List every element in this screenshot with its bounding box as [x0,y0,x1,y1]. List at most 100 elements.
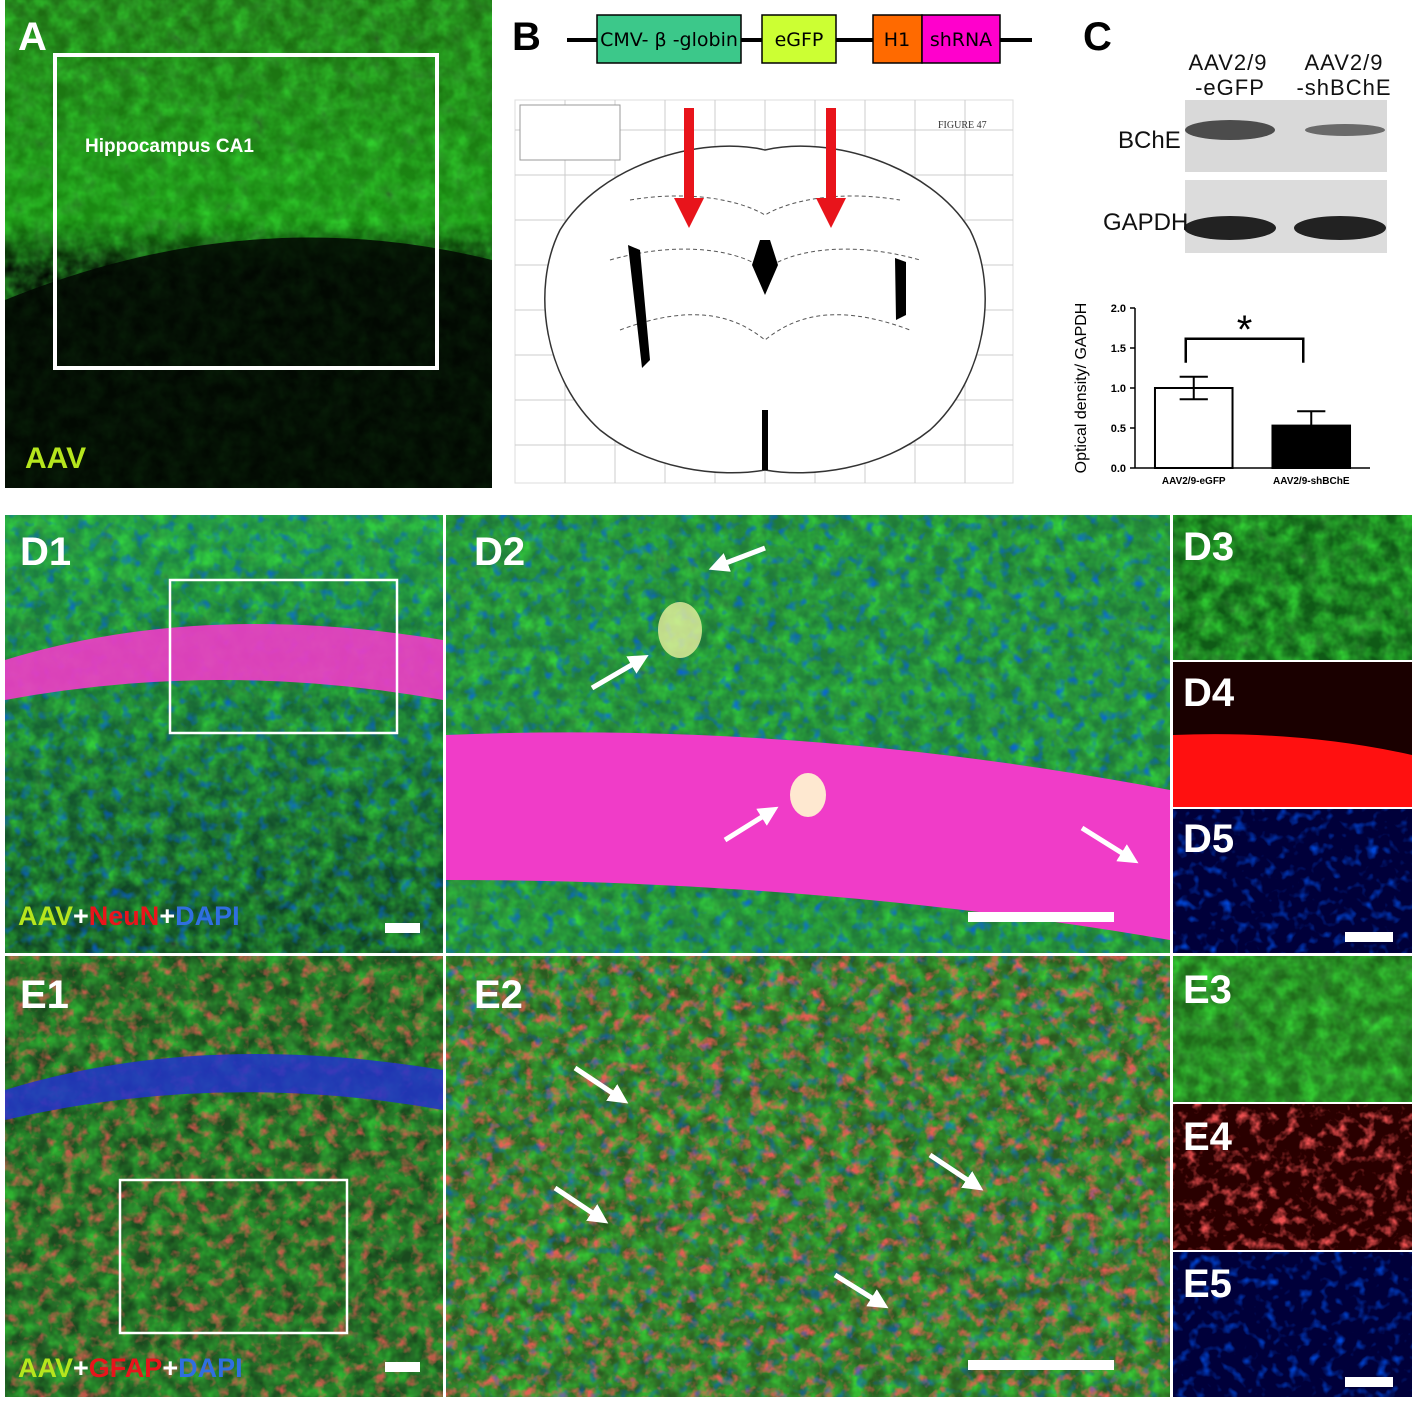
scale-bar [1345,1377,1393,1387]
y-axis-label: Optical density/ GAPDH [1073,303,1090,474]
panel-label: D2 [474,530,525,574]
panel-label: D4 [1183,671,1235,715]
blot-band [1294,216,1386,240]
significance-mark: * [1237,308,1253,352]
panel-e: E1 AAV+GFAP+DAPI E2 E3 E4 E5 [5,956,1412,1397]
nuclear-layer [5,1054,443,1120]
stain-part: DAPI [175,901,240,931]
micrograph-texture [446,956,1170,1397]
panel-label: E4 [1183,1115,1233,1159]
scale-bar [385,923,420,933]
scale-bar [968,912,1114,922]
inset-box [118,1178,349,1335]
region-label: Hippocampus CA1 [85,136,254,157]
construct-label: eGFP [775,29,824,51]
significance-bracket [1184,337,1305,363]
stain-label: AAV+GFAP+DAPI [18,1353,243,1383]
blot-band [1184,216,1276,240]
panel-a: A Hippocampus CA1 AAV [5,0,492,488]
stain-label: AAV [25,442,86,475]
stain-label: AAV+NeuN+DAPI [18,901,240,931]
micrograph-texture [1173,1252,1412,1397]
scale-bar [968,1360,1114,1370]
error-bar [1179,375,1208,401]
panel-c: C AAV2/9 -eGFP AAV2/9 -shBChE BChE GAPDH… [1073,15,1391,487]
atlas-title: FIGURE 47 [938,120,987,131]
dark-region [5,237,492,488]
construct-label: shRNA [930,29,992,51]
stain-part: NeuN [89,901,160,931]
blot-label: GAPDH [1103,209,1188,236]
atlas-structures [609,195,921,341]
micrograph-texture [1173,809,1412,953]
y-tick-label: 0.0 [1111,463,1126,475]
construct-box [921,14,1001,64]
lane-label: AAV2/9 [1305,50,1384,75]
construct-box [761,14,837,64]
micrograph-texture [1173,956,1412,1102]
inset-box [53,53,439,370]
scale-bar [1345,932,1393,942]
arrow [1080,825,1139,864]
construct-box [596,14,742,64]
atlas-thumbnail [519,104,621,161]
construct-box [872,14,923,64]
bar [1153,387,1234,469]
construct-label: H1 [884,29,910,51]
bar-chart: 0.0 0.5 1.0 1.5 2.0 Optical density/ GAPDH AAV… [1073,303,1370,487]
micrograph-texture [1173,1104,1412,1250]
ventricle [628,240,906,470]
neuron-layer [446,732,1170,940]
stain-part: + [159,901,175,931]
panel-b: B CMV- β -globin eGFP H1 shRNA FIGURE 47 [512,14,1032,484]
stain-part: AAV [18,1353,73,1383]
panel-label: D1 [20,530,71,574]
stain-part: DAPI [178,1353,243,1383]
atlas: FIGURE 47 [514,99,1014,484]
panel-label: D3 [1183,525,1234,569]
arrow [833,1272,889,1309]
lane-label: -shBChE [1296,75,1391,100]
panel-label: E5 [1183,1262,1232,1306]
construct-label: CMV- β -globin [600,29,738,51]
micrograph-texture [5,956,443,1397]
panel-label: E2 [474,973,523,1017]
stain-part: + [162,1353,178,1383]
arrow [553,1185,609,1224]
arrow [590,654,649,691]
y-tick-label: 0.5 [1111,423,1126,435]
stain-part: + [73,901,89,931]
y-tick-label: 2.0 [1111,303,1126,315]
y-tick-label: 1.5 [1111,343,1126,355]
arrow [573,1065,629,1104]
x-tick-label: AAV2/9-shBChE [1273,476,1350,487]
stain-part: AAV [18,901,73,931]
panel-label: E3 [1183,968,1232,1012]
cell [658,602,702,658]
blot-band [1305,124,1385,136]
panel-label: D5 [1183,817,1234,861]
stain-part: GFAP [89,1353,163,1383]
arrow [928,1152,984,1191]
panel-label: E1 [20,973,69,1017]
micrograph-texture [1173,515,1412,660]
stain-part: + [73,1353,89,1383]
blot [1185,180,1387,253]
neuron-layer [1173,734,1412,807]
panel-label: B [512,15,541,59]
scale-bar [385,1362,420,1372]
error-bar [1297,410,1326,441]
blot-label: BChE [1118,127,1181,154]
inset-box [168,578,399,735]
y-tick-label: 1.0 [1111,383,1126,395]
arrow [723,806,779,843]
panel-label: C [1083,15,1112,59]
cell [790,773,826,817]
arrow [708,545,766,572]
lane-label: -eGFP [1195,75,1265,100]
lane-label: AAV2/9 [1189,50,1268,75]
panel-label: A [18,15,47,59]
x-tick-label: AAV2/9-eGFP [1162,476,1226,487]
blot-band [1185,120,1275,140]
